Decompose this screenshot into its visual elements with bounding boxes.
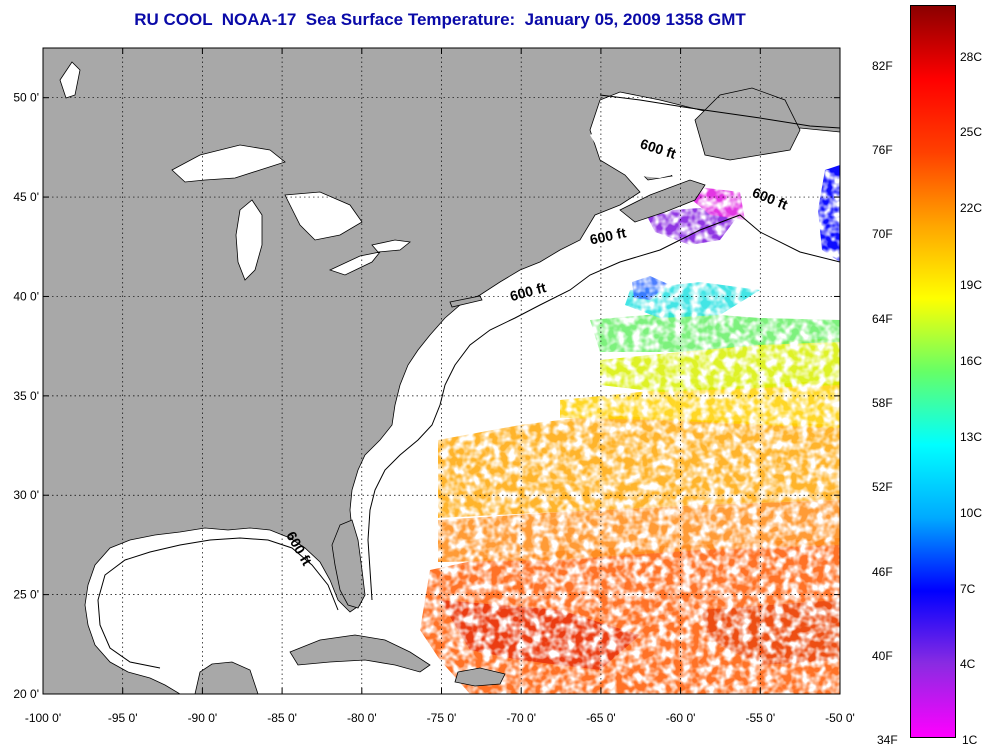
lake-winnipeg bbox=[59, 61, 81, 99]
depth-contour-atlantic bbox=[367, 214, 840, 601]
colorbar-c-label: 7C bbox=[960, 582, 976, 596]
colorbar-f-label: 70F bbox=[872, 227, 893, 241]
y-tick-label: 50 0' bbox=[13, 91, 39, 105]
lake-michigan bbox=[235, 199, 263, 281]
y-tick-label: 35 0' bbox=[13, 389, 39, 403]
temperature-colorbar bbox=[910, 5, 956, 738]
x-tick-label: -70 0' bbox=[506, 711, 536, 725]
y-tick-label: 20 0' bbox=[13, 687, 39, 701]
x-tick-label: -95 0' bbox=[108, 711, 138, 725]
depth-contour-gulf bbox=[97, 537, 339, 669]
y-tick-label: 30 0' bbox=[13, 488, 39, 502]
x-tick-label: -60 0' bbox=[666, 711, 696, 725]
colorbar-c-label: 22C bbox=[960, 201, 983, 215]
newfoundland-land bbox=[694, 87, 801, 161]
y-tick-label: 45 0' bbox=[13, 190, 39, 204]
x-tick-label: -75 0' bbox=[427, 711, 457, 725]
x-tick-label: -100 0' bbox=[25, 711, 61, 725]
depth-contour-grandbanks bbox=[599, 94, 840, 129]
colorbar-f-label: 76F bbox=[872, 143, 893, 157]
x-tick-label: -50 0' bbox=[825, 711, 855, 725]
x-tick-label: -55 0' bbox=[745, 711, 775, 725]
florida-land bbox=[331, 519, 366, 609]
colorbar-c-label: 10C bbox=[960, 506, 983, 520]
y-tick-label: 40 0' bbox=[13, 289, 39, 303]
colorbar-f-label: 34F bbox=[877, 733, 898, 747]
lake-ontario bbox=[371, 239, 411, 253]
colorbar-f-label: 52F bbox=[872, 480, 893, 494]
colorbar-c-label: 4C bbox=[960, 657, 976, 671]
colorbar-c-label: 25C bbox=[960, 125, 983, 139]
x-tick-label: -90 0' bbox=[188, 711, 218, 725]
lake-huron bbox=[284, 191, 363, 241]
map-frame bbox=[42, 47, 841, 695]
depth-label: 600 ft bbox=[588, 224, 627, 247]
x-tick-label: -65 0' bbox=[586, 711, 616, 725]
yucatan-land bbox=[194, 661, 259, 694]
page-title: RU COOL NOAA-17 Sea Surface Temperature:… bbox=[134, 10, 746, 29]
lakes-layer bbox=[59, 61, 700, 281]
lake-erie bbox=[328, 251, 381, 276]
colorbar-c-label: 28C bbox=[960, 50, 983, 64]
x-tick-label: -80 0' bbox=[347, 711, 377, 725]
colorbar-c-label: 13C bbox=[960, 430, 983, 444]
lake-superior bbox=[171, 144, 286, 183]
depth-contours bbox=[97, 94, 840, 669]
colorbar-c-label: 19C bbox=[960, 278, 983, 292]
cuba-land bbox=[289, 634, 431, 673]
gulf-st-lawrence-water bbox=[590, 118, 700, 178]
colorbar-f-label: 40F bbox=[872, 649, 893, 663]
x-tick-label: -85 0' bbox=[267, 711, 297, 725]
colorbar-c-label: 16C bbox=[960, 354, 983, 368]
nova-scotia-land bbox=[619, 179, 706, 223]
colorbar-f-label: 82F bbox=[872, 59, 893, 73]
sst-data-layer bbox=[400, 165, 840, 694]
colorbar-f-label: 58F bbox=[872, 396, 893, 410]
long-island-land bbox=[449, 295, 483, 308]
hispaniola-land bbox=[454, 667, 506, 687]
colorbar-c-label: 1C bbox=[962, 733, 978, 747]
y-tick-label: 25 0' bbox=[13, 588, 39, 602]
colorbar-f-label: 64F bbox=[872, 312, 893, 326]
colorbar-f-label: 46F bbox=[872, 565, 893, 579]
